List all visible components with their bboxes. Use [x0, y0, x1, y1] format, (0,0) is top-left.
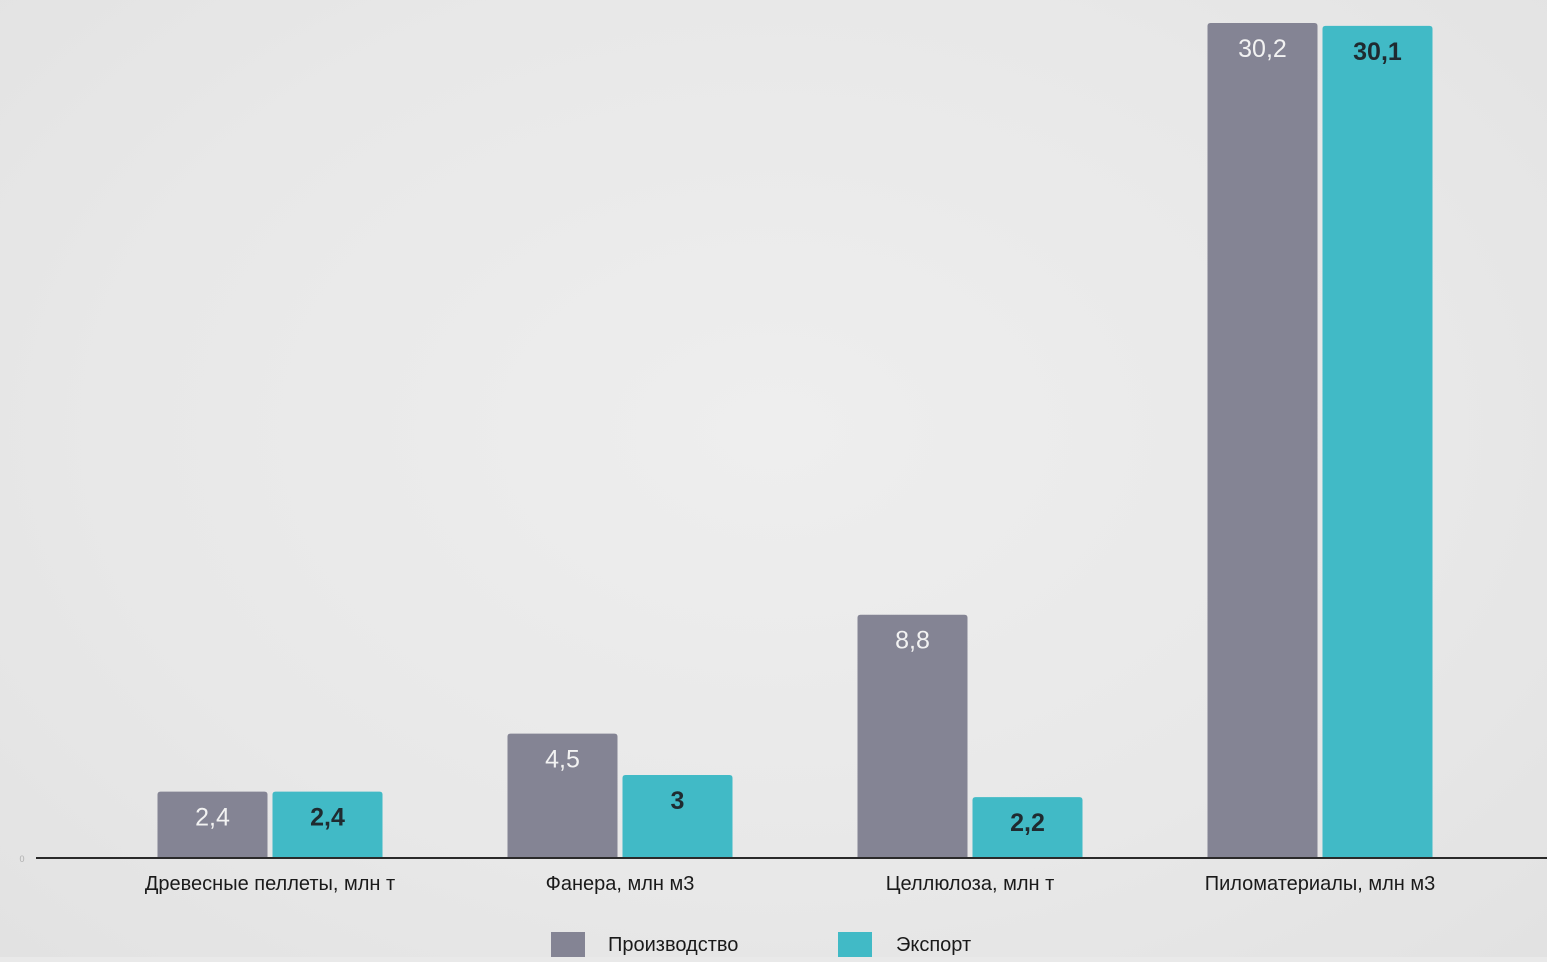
bar-value-label-export-0: 2,4	[310, 804, 345, 832]
bar-production-3	[1207, 23, 1318, 858]
bar-value-label-production-3: 30,2	[1238, 35, 1287, 63]
bar-export-1	[622, 775, 733, 858]
bar-production-0	[157, 791, 268, 858]
bars-layer	[157, 23, 1433, 858]
category-label-2: Целлюлоза, млн т	[886, 873, 1055, 895]
legend-label-export: Экспорт	[896, 934, 971, 956]
category-labels: Древесные пеллеты, млн т Фанера, млн м3 Це…	[145, 873, 1435, 895]
legend-item-export: Экспорт	[838, 932, 971, 957]
category-label-3: Пиломатериалы, млн м3	[1205, 873, 1436, 895]
bar-value-label-export-1: 3	[671, 787, 685, 815]
legend-swatch-production	[551, 932, 585, 957]
category-label-0: Древесные пеллеты, млн т	[145, 873, 395, 895]
bar-production-1	[507, 733, 618, 858]
bar-export-2	[972, 797, 1083, 858]
legend-item-production: Производство	[551, 932, 738, 957]
legend-swatch-export	[838, 932, 872, 957]
bar-value-label-production-2: 8,8	[895, 627, 930, 655]
legend: Производство Экспорт	[551, 932, 971, 957]
bar-value-label-export-3: 30,1	[1353, 38, 1402, 66]
category-label-1: Фанера, млн м3	[546, 873, 695, 895]
legend-label-production: Производство	[608, 934, 738, 956]
bar-value-label-production-1: 4,5	[545, 746, 580, 774]
bar-value-label-production-0: 2,4	[195, 804, 230, 832]
y-axis-zero-tick-label: 0	[19, 854, 24, 864]
x-axis: 0	[19, 854, 1547, 864]
bar-value-labels: 2,4 2,4 4,5 3 8,8 2,2 30,2 30,1	[195, 35, 1402, 837]
bar-value-label-export-2: 2,2	[1010, 809, 1045, 837]
bar-export-0	[272, 791, 383, 858]
bar-export-3	[1322, 25, 1433, 858]
bar-production-2	[857, 614, 968, 858]
